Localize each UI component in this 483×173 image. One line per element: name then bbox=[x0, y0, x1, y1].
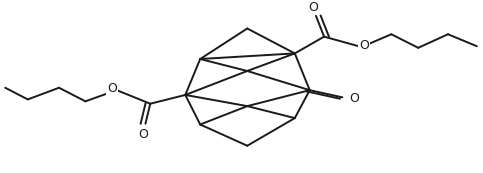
Text: O: O bbox=[359, 39, 369, 52]
Text: O: O bbox=[138, 128, 148, 141]
Text: O: O bbox=[349, 92, 359, 105]
Text: O: O bbox=[309, 1, 318, 14]
Text: O: O bbox=[107, 82, 117, 95]
